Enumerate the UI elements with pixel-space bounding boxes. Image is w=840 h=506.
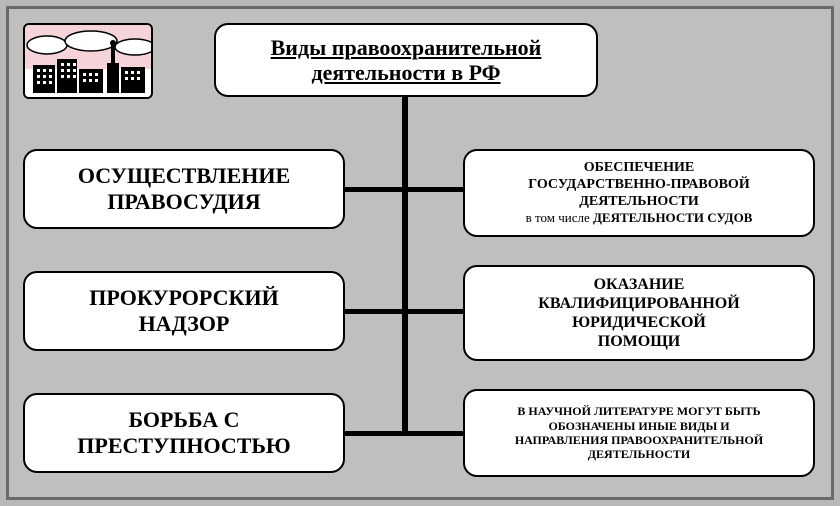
right-node-line: ДЕЯТЕЛЬНОСТИ	[515, 447, 763, 461]
right-node-line: ОБЕСПЕЧЕНИЕ	[526, 160, 753, 177]
right-node-line: ОБОЗНАЧЕНЫ ИНЫЕ ВИДЫ И	[515, 419, 763, 433]
diagram-title: Виды правоохранительнойдеятельности в РФ	[271, 35, 542, 86]
branch-right-1	[402, 309, 463, 314]
city-logo-svg	[25, 25, 153, 99]
branch-right-2	[402, 431, 463, 436]
left-node-crime: БОРЬБА СПРЕСТУПНОСТЬЮ	[23, 393, 345, 473]
branch-left-2	[345, 431, 408, 436]
right-node-text: ОКАЗАНИЕКВАЛИФИЦИРОВАННОЙЮРИДИЧЕСКОЙПОМО…	[538, 275, 739, 352]
right-node-line: в том числе ДЕЯТЕЛЬНОСТИ СУДОВ	[526, 210, 753, 226]
title-box: Виды правоохранительнойдеятельности в РФ	[214, 23, 598, 97]
right-node-line: ГОСУДАРСТВЕННО-ПРАВОВОЙ	[526, 177, 753, 194]
right-node-line: НАПРАВЛЕНИЯ ПРАВООХРАНИТЕЛЬНОЙ	[515, 433, 763, 447]
left-node-label: БОРЬБА СПРЕСТУПНОСТЬЮ	[77, 407, 290, 460]
right-node-line: ДЕЯТЕЛЬНОСТИ	[526, 194, 753, 211]
diagram-canvas: Виды правоохранительнойдеятельности в РФ…	[6, 6, 834, 500]
left-node-justice: ОСУЩЕСТВЛЕНИЕПРАВОСУДИЯ	[23, 149, 345, 229]
right-node-text: В НАУЧНОЙ ЛИТЕРАТУРЕ МОГУТ БЫТЬОБОЗНАЧЕН…	[515, 404, 763, 462]
right-node-line: ПОМОЩИ	[538, 332, 739, 351]
right-node-line: КВАЛИФИЦИРОВАННОЙ	[538, 294, 739, 313]
right-node-legal-aid: ОКАЗАНИЕКВАЛИФИЦИРОВАННОЙЮРИДИЧЕСКОЙПОМО…	[463, 265, 815, 361]
branch-left-1	[345, 309, 408, 314]
trunk-connector	[402, 97, 408, 433]
right-node-line: ОКАЗАНИЕ	[538, 275, 739, 294]
left-node-prosecutor: ПРОКУРОРСКИЙНАДЗОР	[23, 271, 345, 351]
branch-right-0	[402, 187, 463, 192]
right-node-text: ОБЕСПЕЧЕНИЕГОСУДАРСТВЕННО-ПРАВОВОЙДЕЯТЕЛ…	[526, 160, 753, 226]
right-node-state-legal: ОБЕСПЕЧЕНИЕГОСУДАРСТВЕННО-ПРАВОВОЙДЕЯТЕЛ…	[463, 149, 815, 237]
city-logo	[23, 23, 153, 99]
right-node-line: ЮРИДИЧЕСКОЙ	[538, 313, 739, 332]
right-node-literature-note: В НАУЧНОЙ ЛИТЕРАТУРЕ МОГУТ БЫТЬОБОЗНАЧЕН…	[463, 389, 815, 477]
left-node-label: ОСУЩЕСТВЛЕНИЕПРАВОСУДИЯ	[78, 163, 290, 216]
branch-left-0	[345, 187, 408, 192]
right-node-line: В НАУЧНОЙ ЛИТЕРАТУРЕ МОГУТ БЫТЬ	[515, 404, 763, 418]
left-node-label: ПРОКУРОРСКИЙНАДЗОР	[89, 285, 278, 338]
